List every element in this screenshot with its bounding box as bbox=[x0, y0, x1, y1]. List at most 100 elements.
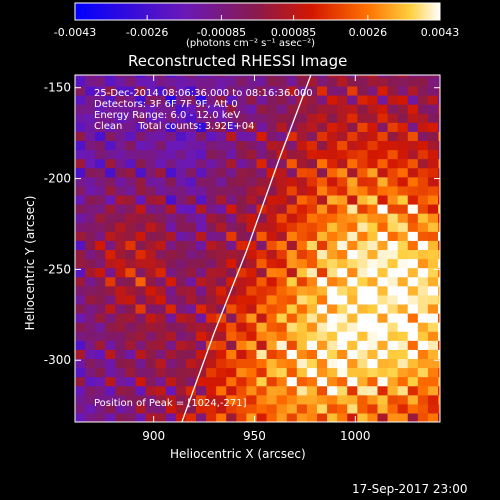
heatmap-cell bbox=[216, 76, 227, 87]
heatmap-cell bbox=[226, 104, 237, 114]
heatmap-cell bbox=[236, 403, 248, 414]
heatmap-cell bbox=[327, 412, 338, 422]
heatmap-cell bbox=[145, 222, 157, 232]
heatmap-cell bbox=[327, 258, 338, 269]
heatmap-cell bbox=[175, 203, 187, 214]
heatmap-cell bbox=[206, 185, 217, 196]
heatmap-cell bbox=[236, 394, 248, 405]
heatmap-cell bbox=[165, 113, 177, 123]
heatmap-cell bbox=[286, 385, 298, 396]
colorbar-unit-label: (photons cm⁻² s⁻¹ asec⁻²) bbox=[186, 38, 316, 49]
heatmap-cell bbox=[417, 122, 429, 132]
heatmap-cell bbox=[236, 122, 248, 132]
heatmap-cell bbox=[216, 176, 227, 187]
heatmap-cell bbox=[125, 303, 137, 314]
heatmap-cell bbox=[155, 140, 167, 151]
heatmap-cell bbox=[85, 149, 96, 160]
heatmap-cell bbox=[226, 331, 237, 341]
heatmap-cell bbox=[125, 249, 137, 260]
heatmap-cell bbox=[246, 222, 258, 232]
heatmap-cell bbox=[246, 322, 258, 332]
heatmap-cell bbox=[337, 203, 348, 214]
heatmap-cell bbox=[226, 240, 237, 251]
heatmap-cell bbox=[437, 412, 440, 422]
chart-title: Reconstructed RHESSI Image bbox=[128, 52, 348, 70]
heatmap-cell bbox=[185, 176, 197, 187]
heatmap-cell bbox=[367, 76, 379, 87]
heatmap-cell bbox=[165, 167, 177, 178]
heatmap-cell bbox=[387, 231, 399, 241]
heatmap-cell bbox=[175, 331, 187, 341]
heatmap-cell bbox=[296, 403, 308, 414]
heatmap-cell bbox=[175, 249, 187, 260]
heatmap-cell bbox=[85, 194, 96, 205]
heatmap-cell bbox=[236, 131, 248, 142]
heatmap-cell bbox=[256, 412, 268, 422]
heatmap-cell bbox=[135, 140, 147, 151]
heatmap-cell bbox=[327, 231, 338, 241]
heatmap-cell bbox=[266, 140, 278, 151]
heatmap-cell bbox=[246, 403, 258, 414]
footer-timestamp: 17-Sep-2017 23:00 bbox=[352, 482, 468, 496]
heatmap-cell bbox=[387, 258, 399, 269]
heatmap-cell bbox=[357, 412, 369, 422]
heatmap-cell bbox=[95, 140, 106, 151]
heatmap-cell bbox=[327, 367, 338, 378]
heatmap-cell bbox=[256, 104, 268, 114]
heatmap-cell bbox=[397, 358, 409, 369]
heatmap-cell bbox=[367, 222, 379, 232]
heatmap-cell bbox=[165, 131, 177, 142]
heatmap-cell bbox=[195, 158, 207, 169]
heatmap-cell bbox=[216, 122, 227, 132]
heatmap-cell bbox=[256, 167, 268, 178]
heatmap-cell bbox=[155, 176, 167, 187]
heatmap-cell bbox=[347, 94, 358, 105]
heatmap-cell bbox=[256, 267, 268, 278]
heatmap-cell bbox=[105, 322, 116, 332]
heatmap-cell bbox=[185, 394, 197, 405]
heatmap-cell bbox=[427, 85, 439, 96]
heatmap-cell bbox=[236, 104, 248, 114]
heatmap-cell bbox=[417, 85, 429, 96]
heatmap-cell bbox=[95, 367, 106, 378]
heatmap-cell bbox=[105, 249, 116, 260]
heatmap-cell bbox=[95, 331, 106, 341]
heatmap-cell bbox=[105, 85, 116, 96]
heatmap-cell bbox=[236, 358, 248, 369]
heatmap-cell bbox=[387, 185, 399, 196]
heatmap-cell bbox=[407, 285, 419, 296]
heatmap-cell bbox=[337, 113, 348, 123]
heatmap-cell bbox=[407, 376, 419, 387]
heatmap-cell bbox=[387, 104, 399, 114]
heatmap-cell bbox=[337, 403, 348, 414]
heatmap-cell bbox=[195, 349, 207, 360]
heatmap-cell bbox=[115, 412, 127, 422]
heatmap-cell bbox=[256, 331, 268, 341]
heatmap-cell bbox=[286, 340, 298, 350]
heatmap-cell bbox=[417, 285, 429, 296]
heatmap-cell bbox=[286, 194, 298, 205]
heatmap-cell bbox=[377, 358, 389, 369]
heatmap-cell bbox=[105, 176, 116, 187]
heatmap-cell bbox=[165, 76, 177, 87]
heatmap-cell bbox=[286, 267, 298, 278]
heatmap-cell bbox=[115, 213, 127, 223]
y-axis-label: Heliocentric Y (arcsec) bbox=[23, 195, 37, 331]
heatmap-cell bbox=[427, 104, 439, 114]
heatmap-cell bbox=[306, 340, 318, 350]
heatmap-cell bbox=[367, 367, 379, 378]
heatmap-cell bbox=[397, 322, 409, 332]
axis-ticks: 900 950 1000 -150 -200 -250 -300 bbox=[44, 75, 440, 443]
heatmap-cell bbox=[316, 240, 328, 251]
heatmap-cell bbox=[327, 331, 338, 341]
heatmap-cell bbox=[397, 376, 409, 387]
heatmap-cell bbox=[165, 367, 177, 378]
heatmap-cell bbox=[306, 331, 318, 341]
heatmap-cell bbox=[427, 340, 439, 350]
colorbar-tick-label: -0.00085 bbox=[197, 26, 246, 39]
heatmap-cell bbox=[105, 149, 116, 160]
heatmap-cell bbox=[417, 376, 429, 387]
heatmap-cell bbox=[95, 122, 106, 132]
heatmap-cell bbox=[387, 167, 399, 178]
heatmap-cell bbox=[155, 285, 167, 296]
